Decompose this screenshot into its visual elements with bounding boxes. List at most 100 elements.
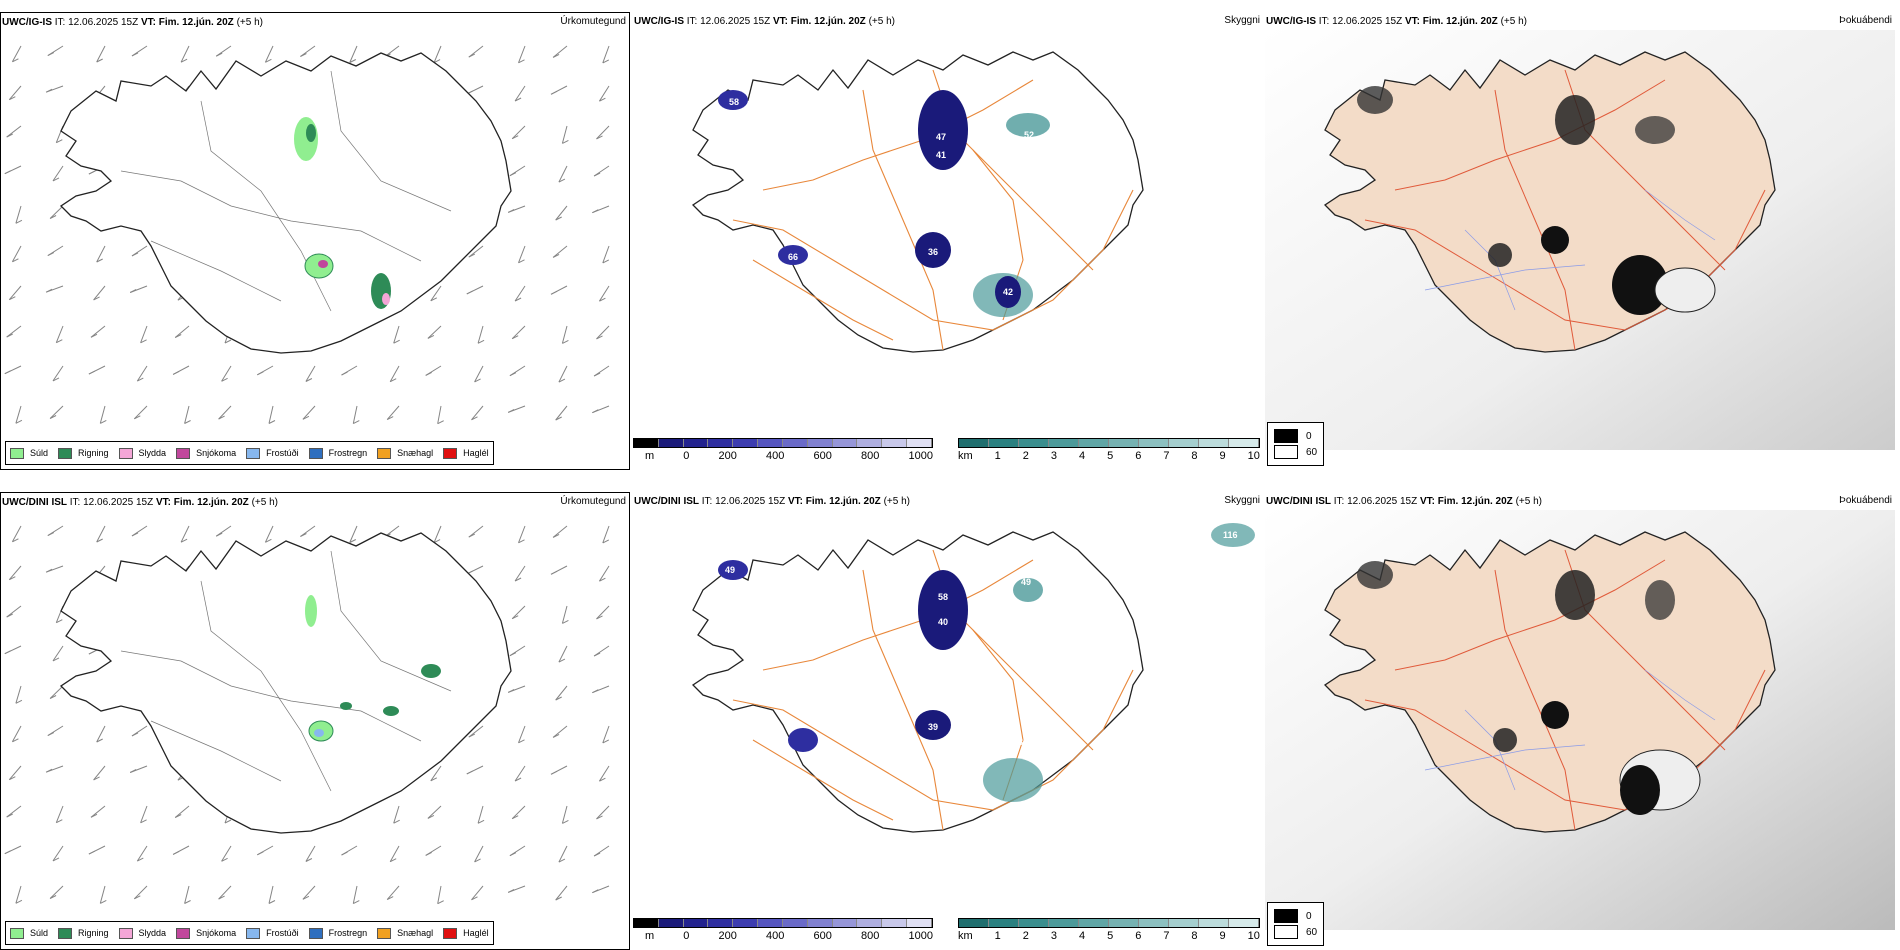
wind-barb-flag — [96, 258, 103, 263]
wind-barb-flag — [49, 215, 57, 219]
wind-barb — [561, 605, 568, 624]
tick-label: 6 — [1135, 450, 1142, 462]
wind-barb — [555, 205, 568, 221]
wind-barb — [55, 325, 64, 343]
legend-label: Snjókoma — [196, 928, 237, 938]
fog-legend-label: 60 — [1306, 446, 1318, 458]
colorbar-swatch — [1229, 439, 1259, 447]
wind-barb — [552, 245, 568, 258]
wind-barb — [221, 365, 232, 382]
wind-barb-flag — [45, 288, 53, 293]
wind-barb-flag — [300, 53, 307, 57]
tick-label: 6 — [1135, 930, 1142, 942]
ceiling-visibility-map: 58 40 49 97 102 100 39 38 116 49 — [633, 523, 1255, 930]
wind-barb-flag — [218, 415, 225, 420]
wind-barb-flag — [599, 97, 606, 102]
wind-barb-flag — [511, 135, 519, 140]
wind-barb-flag — [592, 689, 599, 694]
cloud-label: 42 — [1003, 287, 1013, 297]
tick-label: 1 — [994, 930, 1001, 942]
wind-barb-flag — [268, 900, 276, 904]
wind-barb — [136, 845, 148, 862]
tick-label: 400 — [766, 930, 785, 942]
wind-barb — [468, 45, 484, 58]
wind-barb — [8, 285, 22, 301]
wind-barb — [93, 285, 106, 301]
wind-barb — [552, 45, 568, 58]
legend-label: Frostúði — [266, 928, 299, 938]
wind-barb-flag — [6, 133, 13, 138]
wind-barb-flag — [562, 819, 569, 824]
precip-cells — [294, 117, 391, 309]
wind-barb-flag — [562, 339, 569, 344]
wind-barb — [140, 805, 148, 823]
wind-barb — [352, 405, 358, 424]
wind-barb-flag — [593, 372, 601, 377]
tick-label: 800 — [861, 450, 880, 462]
wind-barb — [49, 205, 64, 219]
wind-barb-flag — [45, 88, 53, 93]
precip-cells — [305, 595, 441, 742]
wind-barb-flag — [184, 420, 191, 424]
colorbar-swatch — [882, 919, 908, 927]
wind-barb-flag — [140, 339, 147, 344]
wind-barb-flag — [518, 59, 525, 64]
wind-barb-flag — [174, 334, 182, 338]
wind-barb — [174, 805, 190, 818]
wind-barb — [52, 645, 64, 662]
wind-barb-flag — [15, 699, 23, 704]
wind-barb — [268, 885, 274, 904]
colorbar-swatch — [708, 439, 734, 447]
precip-legend-item: Slydda — [118, 927, 166, 939]
wind-barb-flag — [558, 378, 566, 383]
wind-barb-flag — [511, 815, 519, 820]
wind-barb-flag — [6, 333, 13, 338]
wind-barb-flag — [596, 615, 603, 620]
colorbar-swatch — [907, 439, 932, 447]
wind-barb-flag — [552, 253, 560, 258]
wind-barb-flag — [49, 895, 57, 899]
wind-barb — [468, 525, 484, 538]
precip-legend-item: Súld — [10, 927, 48, 939]
wind-barb — [389, 365, 400, 382]
precip-legend-item: Haglél — [443, 927, 489, 939]
wind-barb — [514, 285, 526, 302]
colorbar-swatch — [1049, 439, 1079, 447]
tick-label: 0 — [683, 450, 690, 462]
precip-legend-item: Snjókoma — [176, 927, 237, 939]
colorbar-swatch — [634, 439, 659, 447]
wind-barb-flag — [12, 538, 19, 543]
wind-barb-flag — [437, 900, 444, 905]
wind-barb — [55, 805, 64, 823]
ceiling-ticks: m 0 200 400 600 800 1000 — [633, 450, 933, 462]
cloud-label: 19 — [1041, 227, 1051, 237]
wind-barb-flag — [468, 253, 476, 258]
wind-barb — [433, 525, 442, 543]
top-precip-panel: UWC/IG-IS IT: 12.06.2025 15Z VT: Fim. 12… — [0, 12, 630, 470]
tick-label: 3 — [1050, 450, 1057, 462]
wind-barb — [6, 125, 22, 138]
wind-barb — [302, 405, 316, 420]
wind-barb-flag — [427, 814, 435, 819]
legend-swatch — [246, 927, 261, 939]
wind-barb-flag — [6, 613, 13, 618]
colorbar-swatch — [832, 919, 858, 927]
wind-barb — [511, 605, 526, 620]
wind-barb-flag — [471, 416, 478, 421]
legend-swatch — [10, 447, 24, 459]
cloud-label: 58 — [938, 592, 948, 602]
legend-swatch — [176, 447, 191, 459]
wind-barb-flag — [596, 135, 603, 140]
visibility-unit: km — [958, 930, 973, 942]
wind-barb — [6, 605, 22, 618]
visibility-colorbar: km 1 2 3 4 5 6 7 8 9 10 — [958, 918, 1260, 948]
colorbar-swatch — [1229, 919, 1259, 927]
panel-variable-label: Þokuábendi — [1839, 15, 1892, 26]
legend-swatch — [118, 447, 133, 459]
precip-legend-item: Haglél — [443, 447, 489, 459]
tick-label: 200 — [718, 930, 737, 942]
cloud-label: 100 — [955, 652, 970, 662]
legend-swatch — [377, 447, 392, 459]
cloud-label: 39 — [928, 722, 938, 732]
wind-barb — [15, 685, 22, 704]
